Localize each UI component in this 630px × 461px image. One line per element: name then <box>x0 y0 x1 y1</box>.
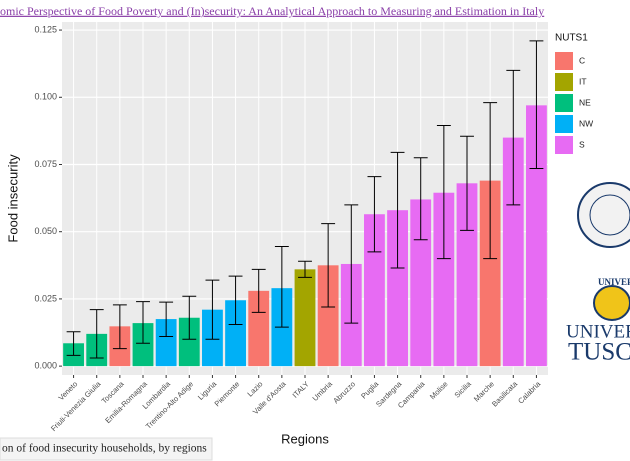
legend-label: NE <box>579 97 591 107</box>
bar <box>248 290 270 367</box>
legend-swatch <box>555 115 573 133</box>
x-tick-label: Molise <box>428 379 450 401</box>
bar <box>526 105 547 367</box>
legend-label: NW <box>579 118 593 128</box>
legend-label: S <box>579 139 585 149</box>
error-bar <box>251 268 266 313</box>
x-tick-label: Puglia <box>359 379 381 401</box>
error-bar <box>436 125 451 260</box>
x-axis-title: Regions <box>281 431 329 446</box>
bar <box>456 183 478 367</box>
caption-box <box>0 437 213 461</box>
bar <box>387 210 408 367</box>
bar <box>433 192 455 367</box>
error-bar <box>483 102 498 260</box>
y-tick-label: 0.125 <box>34 24 57 34</box>
bar <box>155 319 177 367</box>
error-bar <box>159 301 174 338</box>
error-bar <box>298 260 312 278</box>
error-bar <box>390 151 405 269</box>
x-tick-label: Calabria <box>516 379 543 406</box>
error-bar <box>506 69 521 206</box>
caption: on of food insecurity households, by reg… <box>2 443 207 455</box>
error-bar <box>66 331 81 356</box>
bar <box>294 269 316 367</box>
y-tick-label: 0.000 <box>34 361 57 371</box>
bar <box>502 137 524 367</box>
legend-title: NUTS1 <box>555 33 588 44</box>
y-axis-title: Food insecurity <box>5 154 20 243</box>
legend-swatch <box>555 94 573 112</box>
error-bar <box>182 295 197 340</box>
error-bar <box>112 304 127 350</box>
logo-seal-inner <box>589 194 630 236</box>
bar <box>410 199 432 367</box>
error-bar <box>205 279 220 340</box>
error-bar <box>367 176 382 253</box>
logo-seal <box>577 182 630 248</box>
x-tick-label: Sicilia <box>453 379 474 400</box>
logo-text: TUSC <box>568 339 630 366</box>
error-bar <box>321 223 336 308</box>
logo-text: UNIVERS <box>566 321 630 342</box>
bar <box>225 300 246 367</box>
y-tick-label: 0.050 <box>34 226 57 236</box>
x-tick-label: Basilicata <box>490 379 520 409</box>
logo-badge <box>593 285 630 321</box>
error-bar <box>529 40 544 170</box>
legend-label: IT <box>579 76 587 86</box>
logo-text: UNIVERSITÀ DI <box>598 277 630 287</box>
error-bar <box>228 275 243 325</box>
plot: 0.0000.0250.0500.0750.1000.125VenetoFriu… <box>5 22 593 446</box>
error-bar <box>89 309 104 359</box>
x-tick-label: ITALY <box>290 379 310 399</box>
header-title: omic Perspective of Food Poverty and (In… <box>0 4 544 18</box>
x-tick-label: Piemonte <box>213 379 242 408</box>
error-bar <box>136 301 150 344</box>
legend-swatch <box>555 73 573 91</box>
error-bar <box>274 245 289 328</box>
y-tick-label: 0.075 <box>34 159 57 169</box>
error-bar <box>344 204 359 324</box>
bar <box>317 265 339 367</box>
legend-swatch <box>555 52 573 70</box>
legend-label: C <box>579 55 585 65</box>
x-tick-label: Abruzzo <box>331 379 357 405</box>
error-bar <box>460 135 474 231</box>
bar <box>178 317 200 367</box>
x-tick-label: Lazio <box>245 379 264 398</box>
legend-swatch <box>555 136 573 154</box>
bar <box>479 180 501 367</box>
y-tick-label: 0.025 <box>34 293 57 303</box>
error-bar <box>413 157 428 241</box>
bar <box>132 323 154 367</box>
y-tick-label: 0.100 <box>34 92 57 102</box>
